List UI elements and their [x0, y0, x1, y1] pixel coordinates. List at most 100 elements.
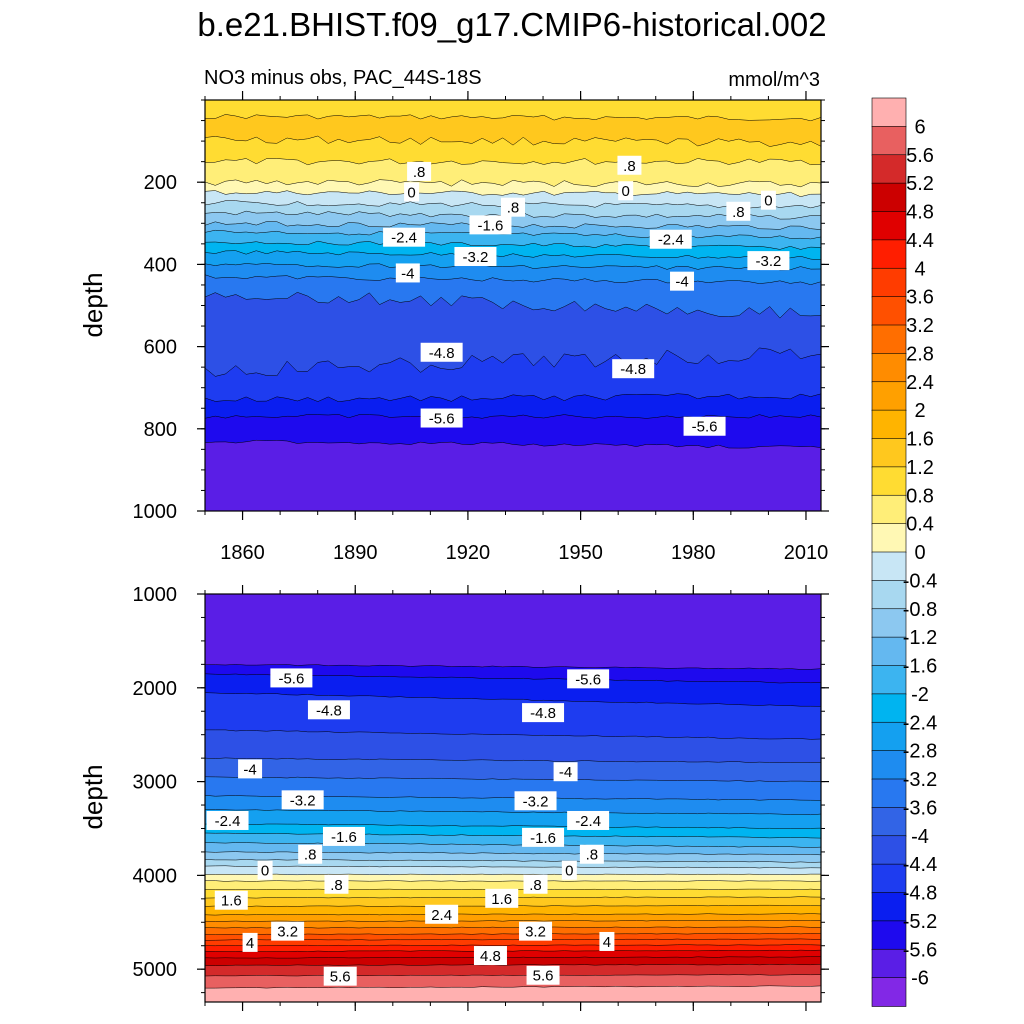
colorbar-swatch: [871, 580, 907, 610]
contour-label: 4: [603, 934, 611, 951]
x-tick-label: 1950: [558, 542, 603, 564]
colorbar-swatch: [871, 211, 907, 241]
y-tick-label: 4000: [133, 865, 178, 887]
colorbar-swatch: [871, 438, 907, 468]
colorbar-swatch: [871, 154, 907, 184]
contour-label-bg: [501, 197, 525, 217]
y-tick-label: 200: [144, 172, 177, 194]
contour-label-bg: [270, 668, 313, 688]
contour-label: -1.6: [478, 217, 504, 234]
colorbar-swatch: [871, 494, 907, 525]
contour-label-bg: [238, 759, 263, 779]
contour-label: -4: [559, 764, 572, 781]
contour-label: 0: [764, 193, 772, 210]
colorbar-tick-label: 5.6: [906, 145, 934, 167]
lower-panel: -5.6 -5.6 -4.8 -4.8 -4 -4 -3.2 -3.2 -2.4 -2.4 -1.6…: [133, 584, 829, 1011]
colorbar-tick-label: -3.6: [903, 797, 937, 819]
colorbar-swatch: [871, 296, 907, 326]
colorbar-tick-label: 4.8: [906, 202, 934, 224]
colorbar-tick-label: 3.6: [906, 287, 934, 309]
contour-label-bg: [395, 263, 420, 283]
contour-label-bg: [242, 932, 258, 952]
contour-label-bg: [617, 155, 642, 175]
contour-label-bg: [257, 860, 273, 880]
contour-label-bg: [420, 408, 463, 428]
contour-label-bg: [683, 416, 726, 436]
colorbar-tick-label: 2.4: [906, 372, 934, 394]
colorbar-swatch: [871, 778, 907, 809]
colorbar-tick-label: 3.2: [906, 315, 934, 337]
colorbar-swatch: [871, 835, 907, 865]
contour-label: 3.2: [277, 924, 298, 941]
contour-label: -5.6: [575, 671, 601, 688]
colorbar-tick-label: -1.2: [903, 627, 937, 649]
colorbar-swatch: [871, 721, 907, 752]
colorbar-swatch: [871, 920, 907, 951]
contour-label-bg: [485, 888, 519, 908]
contour-label: 5.6: [533, 968, 554, 985]
colorbar-swatch: [871, 892, 907, 922]
contour-label-bg: [526, 965, 560, 985]
y-tick-label: 5000: [133, 959, 178, 981]
colorbar-tick-label: 1.6: [906, 429, 934, 451]
colorbar-tick-label: -4.4: [903, 854, 937, 876]
contour-label: 5.6: [330, 969, 351, 986]
colorbar-tick-label: 4: [914, 258, 925, 280]
contour-label-bg: [420, 342, 463, 362]
contour-label: 0: [407, 184, 415, 201]
panel-subtitle: NO3 minus obs, PAC_44S-18S: [204, 67, 482, 89]
units-label: mmol/m^3: [728, 69, 820, 91]
colorbar-tick-label: 4.4: [906, 230, 934, 252]
contour-label-bg: [612, 359, 655, 379]
colorbar-swatch: [871, 863, 907, 894]
contour-label-bg: [649, 229, 692, 249]
contour-label-bg: [383, 227, 426, 247]
contour-label: .8: [304, 847, 317, 864]
y-tick-label: 3000: [133, 772, 178, 794]
colorbar-swatch: [871, 977, 907, 1007]
colorbar-swatch: [871, 324, 907, 355]
plot-frame: [204, 593, 822, 1003]
x-tick-label: 1890: [333, 542, 378, 564]
contour-label: -5.6: [429, 411, 455, 428]
colorbar-tick-label: 2: [914, 400, 925, 422]
colorbar-swatch: [871, 665, 907, 695]
chart-title: b.e21.BHIST.f09_g17.CMIP6-historical.002: [197, 6, 826, 43]
colorbar-swatch: [871, 807, 907, 837]
contour-label: -3.2: [463, 249, 489, 266]
colorbar-tick-label: 0.4: [906, 514, 934, 536]
upper-y-axis-label: depth: [78, 272, 108, 337]
contour-label-bg: [670, 271, 695, 291]
colorbar-tick-label: -1.6: [903, 656, 937, 678]
colorbar-tick-label: -2.4: [903, 712, 937, 734]
contour-label-bg: [522, 827, 565, 847]
contour-label: 1.6: [221, 893, 242, 910]
colorbar-swatch: [871, 636, 907, 667]
colorbar-tick-label: 0: [914, 542, 925, 564]
colorbar-swatch: [871, 126, 907, 156]
colorbar-swatch: [871, 523, 907, 553]
contour-label: -4: [675, 274, 688, 291]
y-tick-label: 1000: [133, 501, 178, 523]
contour-label: -5.6: [692, 419, 718, 436]
contour-label: -4: [243, 761, 256, 778]
contour-label: 4: [246, 935, 254, 952]
colorbar-tick-label: 0.8: [906, 485, 934, 507]
contour-label: .8: [623, 158, 636, 175]
contour-label-bg: [760, 190, 776, 210]
contour-label: -3.2: [523, 793, 549, 810]
contour-label-bg: [425, 904, 459, 924]
contour-label: 0: [261, 863, 269, 880]
colorbar-tick-label: -6: [911, 968, 929, 990]
contour-label-bg: [469, 215, 512, 235]
contour-label: -4: [401, 265, 414, 282]
contour-label-bg: [473, 946, 507, 966]
contour-label: -2.4: [391, 230, 417, 247]
colorbar-tick-label: -3.2: [903, 769, 937, 791]
lower-y-axis-label: depth: [78, 764, 108, 829]
contour-label: -2.4: [575, 813, 601, 830]
x-tick-label: 1860: [220, 542, 265, 564]
contour-label-bg: [404, 182, 420, 202]
colorbar-swatch: [871, 239, 907, 270]
